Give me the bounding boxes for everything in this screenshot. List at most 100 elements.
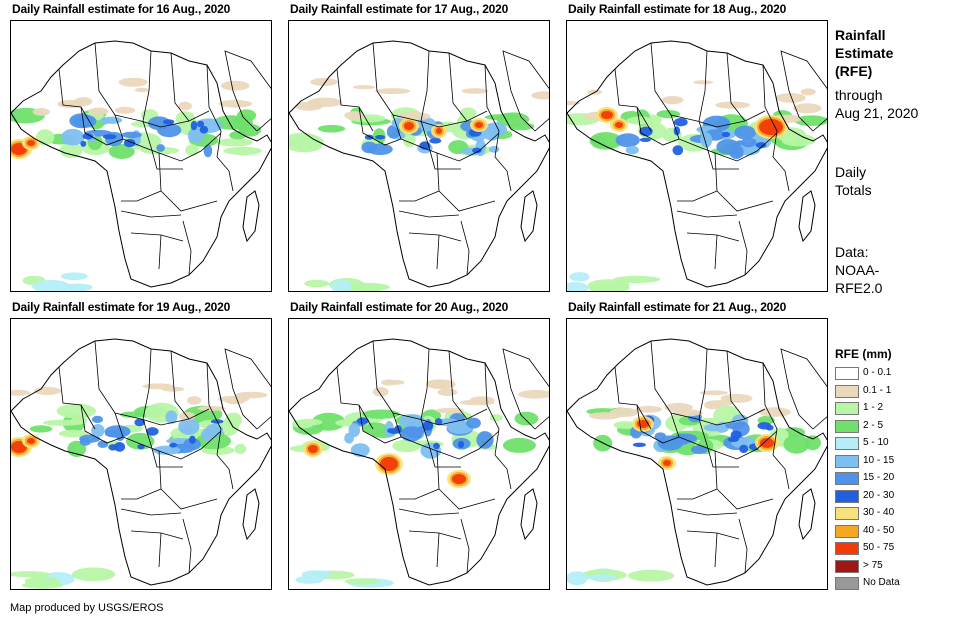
madagascar-outline xyxy=(520,190,538,243)
rainfall-cell xyxy=(635,405,663,413)
rainfall-cell xyxy=(104,425,131,438)
rainfall-cell xyxy=(161,386,185,392)
rainfall-cell xyxy=(691,445,708,455)
rainfall-cell xyxy=(783,434,810,454)
rainfall-cell xyxy=(372,387,389,397)
daily-line: Daily xyxy=(835,164,867,180)
country-border xyxy=(738,220,748,276)
arabia-outline xyxy=(780,348,827,430)
rainfall-cell xyxy=(663,460,671,466)
rainfall-cell xyxy=(156,144,165,152)
country-border xyxy=(436,450,496,510)
rainfall-cell xyxy=(425,379,448,389)
madagascar-outline xyxy=(798,190,816,243)
rainfall-cell xyxy=(308,100,322,109)
country-border xyxy=(142,50,152,148)
legend-label: 50 - 75 xyxy=(863,542,895,553)
country-border xyxy=(428,146,461,170)
rainfall-cell xyxy=(567,571,588,586)
country-border xyxy=(706,146,739,170)
rainfall-cell xyxy=(11,389,31,396)
rainfall-cell xyxy=(352,85,375,90)
rainfall-cell xyxy=(114,442,126,452)
panel-title: Daily Rainfall estimate for 17 Aug., 202… xyxy=(290,2,509,16)
rainfall-cell xyxy=(27,438,35,444)
rainfall-cell xyxy=(216,138,253,147)
country-border xyxy=(420,348,430,446)
map-panel-21-aug: Daily Rainfall estimate for 21 Aug., 202… xyxy=(566,298,828,590)
rainfall-cell xyxy=(588,412,622,420)
country-border xyxy=(182,220,192,276)
arabia-outline xyxy=(224,50,271,132)
country-border xyxy=(408,530,462,540)
country-border xyxy=(714,234,718,270)
rainfall-field xyxy=(11,383,268,589)
country-border xyxy=(714,450,774,510)
rainfall-cell xyxy=(700,132,713,148)
rainfall-cell xyxy=(375,88,411,95)
legend-label: 10 - 15 xyxy=(863,454,895,466)
coastline xyxy=(11,338,271,586)
madagascar-outline xyxy=(520,488,538,541)
rainfall-cell xyxy=(350,443,370,457)
country-border xyxy=(94,340,142,420)
country-border xyxy=(448,52,468,122)
footer-credit: Map produced by USGS/EROS xyxy=(10,602,164,614)
rainfall-cell xyxy=(317,124,346,133)
rainfall-cell xyxy=(475,138,486,157)
rainfall-cell xyxy=(457,440,465,449)
country-border xyxy=(762,362,778,456)
rainfall-cell xyxy=(137,444,145,450)
rainfall-cell xyxy=(32,280,71,291)
rainfall-cell xyxy=(730,430,742,440)
rainfall-cell xyxy=(114,106,136,114)
country-border xyxy=(738,518,748,574)
rainfall-cell xyxy=(61,128,85,146)
rainfall-cell xyxy=(567,282,589,291)
country-border xyxy=(484,64,500,158)
rainfall-cell xyxy=(56,403,96,419)
rainfall-cell xyxy=(587,574,617,581)
country-border xyxy=(158,234,162,270)
side-title-line: Rainfall xyxy=(835,27,886,43)
country-border xyxy=(418,110,488,128)
rainfall-cell xyxy=(308,445,318,453)
rainfall-cell xyxy=(162,119,175,125)
country-border xyxy=(676,508,738,516)
rainfall-cell xyxy=(119,411,146,418)
rainfall-cell xyxy=(361,141,378,154)
rainfall-cell xyxy=(224,412,242,428)
rainfall-cell xyxy=(672,145,684,156)
rainfall-cell xyxy=(187,128,205,143)
rainfall-cell xyxy=(794,115,827,126)
rainfall-cell xyxy=(627,569,675,582)
country-border xyxy=(448,350,468,420)
country-border xyxy=(714,152,774,212)
country-border xyxy=(460,220,470,276)
rainfall-cell xyxy=(437,388,458,396)
rainfall-cell xyxy=(364,134,374,140)
coastline xyxy=(289,40,549,288)
rainfall-cell xyxy=(759,119,783,135)
rainfall-cell xyxy=(436,128,442,134)
rainfall-cell xyxy=(613,275,661,283)
rainfall-cell xyxy=(615,122,623,128)
rainfall-cell xyxy=(429,138,442,144)
arabia-outline xyxy=(224,348,271,430)
rainfall-cell xyxy=(469,396,495,404)
rainfall-cell xyxy=(758,407,791,417)
rainfall-cell xyxy=(134,418,145,427)
coastline xyxy=(567,338,827,586)
country-border xyxy=(726,350,746,420)
rainfall-cell xyxy=(118,77,148,87)
country-border xyxy=(420,50,430,148)
rainfall-cell xyxy=(100,117,110,125)
rainfall-cell xyxy=(108,144,135,159)
rainfall-cell xyxy=(664,402,693,413)
rainfall-cell xyxy=(704,400,722,410)
panel-title: Daily Rainfall estimate for 18 Aug., 202… xyxy=(568,2,787,16)
country-border xyxy=(158,532,162,568)
panel-title: Daily Rainfall estimate for 21 Aug., 202… xyxy=(568,300,787,314)
country-border xyxy=(80,404,124,444)
legend-label: 5 - 10 xyxy=(863,437,889,448)
